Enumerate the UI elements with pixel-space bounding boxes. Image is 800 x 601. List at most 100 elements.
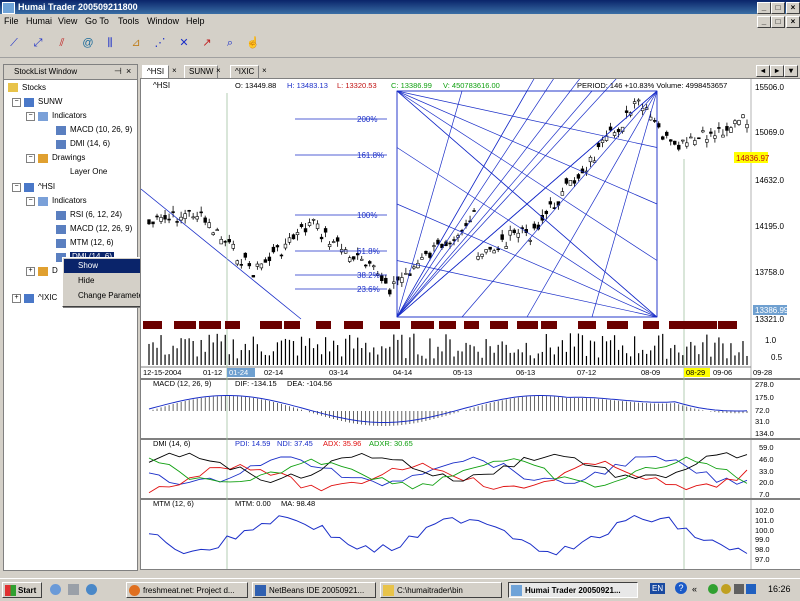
tab-sunw[interactable]: SUNW [184, 65, 219, 78]
tray-speaker-icon[interactable] [746, 584, 756, 594]
tree-item-sunw[interactable]: SUNW [38, 97, 63, 106]
tab-close-icon[interactable]: × [172, 66, 177, 75]
at-symbol-icon[interactable]: @ [82, 37, 94, 49]
language-indicator[interactable]: EN [650, 583, 666, 594]
media-icon[interactable] [86, 584, 97, 595]
date-label: 03-14 [329, 368, 348, 377]
tree-item-layer-one[interactable]: Layer One [70, 167, 108, 176]
tree-root-stocks[interactable]: Stocks [22, 83, 47, 92]
taskbar-item-firefox[interactable]: freshmeat.net: Project d... [126, 582, 248, 598]
expander-sunw[interactable]: − [12, 98, 21, 107]
expander-sunw-indicators[interactable]: − [26, 112, 35, 121]
draw-channel-icon[interactable]: ⫽ [59, 37, 65, 49]
expander-sunw-drawings[interactable]: − [26, 154, 35, 163]
menu-window[interactable]: Window [147, 16, 180, 26]
tree-item-drawings[interactable]: Drawings [52, 153, 86, 162]
candle-body [500, 234, 504, 240]
tray-monitor-icon[interactable] [734, 584, 744, 594]
tab-close-icon[interactable]: × [216, 66, 221, 75]
tree-item-hsi-rsi[interactable]: RSI (6, 12, 24) [70, 210, 123, 219]
tab-list-button[interactable]: ▾ [784, 65, 798, 77]
dmi-axis-label: 33.0 [759, 467, 774, 476]
pointer-icon[interactable]: ☝ [246, 37, 260, 49]
context-menu-change-parameters[interactable]: Change Parameters [78, 291, 150, 300]
tray-network-icon[interactable] [708, 584, 718, 594]
tab-hsi[interactable]: ^HSI [142, 65, 170, 78]
close-button[interactable]: × [786, 2, 800, 14]
taskbar-item-netbeans[interactable]: NetBeans IDE 20050921... [252, 582, 376, 598]
tab-scroll-left-button[interactable]: ◂ [756, 65, 770, 77]
mtm-axis-label: 102.0 [755, 506, 774, 515]
menu-goto[interactable]: Go To [85, 16, 109, 26]
start-button[interactable]: Start [2, 582, 42, 598]
menu-view[interactable]: View [58, 16, 78, 26]
tree-item-hsi-mtm[interactable]: MTM (12, 6) [70, 238, 114, 247]
tree-item-hsi-macd[interactable]: MACD (12, 26, 9) [70, 224, 133, 233]
minimize-button[interactable]: _ [757, 2, 771, 14]
tree-item-sunw-dmi[interactable]: DMI (14, 6) [70, 139, 111, 148]
tree-item-hsi-drawings[interactable]: D [52, 266, 58, 275]
tree-item-hsi[interactable]: ^HSI [38, 182, 56, 191]
candle-body [331, 241, 336, 243]
draw-line-icon[interactable]: ⟋ [10, 37, 18, 49]
gann-fan-icon[interactable]: ⋰ [154, 37, 166, 49]
desktop-icon[interactable] [68, 584, 79, 595]
candle-body [235, 260, 239, 265]
candle-body [528, 240, 532, 242]
chart-area[interactable]: ^HSI O: 13449.88 H: 13483.13 L: 13320.53… [140, 78, 800, 570]
zoom-icon[interactable]: ⌕ [226, 37, 234, 49]
event-marker [490, 321, 508, 329]
candle-body [223, 240, 227, 243]
tray-arrow-icon[interactable]: « [692, 584, 698, 594]
context-menu-hide[interactable]: Hide [78, 276, 95, 285]
macd-axis-label: 134.0 [755, 429, 774, 438]
tree-item-hsi-indicators[interactable]: Indicators [52, 196, 87, 205]
candle-body [372, 265, 376, 268]
candle-body [516, 232, 520, 238]
tree-item-sunw-macd[interactable]: MACD (10, 26, 9) [70, 125, 133, 134]
tree-item-hsi-dmi-selected[interactable]: DMI (14, 6) [70, 252, 115, 261]
expander-hsi[interactable]: − [12, 183, 21, 192]
stock-icon [24, 294, 34, 303]
candle-body [179, 216, 183, 221]
chart-canvas[interactable]: ^HSI O: 13449.88 H: 13483.13 L: 13320.53… [141, 79, 800, 569]
candle-body [263, 259, 268, 263]
tab-ixic[interactable]: ^IXIC [230, 65, 260, 78]
tree-item-ixic[interactable]: ^IXIC [38, 293, 58, 302]
tray-app-icon[interactable] [721, 584, 731, 594]
stocklist-header: StockList Window ⊣ × [4, 65, 137, 80]
help-icon[interactable]: ? [675, 582, 687, 594]
tree-item-indicators[interactable]: Indicators [52, 111, 87, 120]
arrow-icon[interactable]: ↗ [202, 37, 212, 49]
tab-scroll-right-button[interactable]: ▸ [770, 65, 784, 77]
candle-body [432, 245, 436, 247]
candle-body [231, 243, 235, 249]
menu-tools[interactable]: Tools [118, 16, 140, 26]
macd-axis-label: 278.0 [755, 380, 774, 389]
expander-hsi-drawings[interactable]: + [26, 267, 35, 276]
gann-line [396, 147, 658, 318]
fibonacci-icon[interactable]: ⊿ [131, 37, 141, 49]
menu-file[interactable]: File [4, 16, 19, 26]
draw-ray-icon[interactable]: ⤢ [33, 37, 43, 49]
taskbar-item-explorer[interactable]: C:\humaitrader\bin [380, 582, 502, 598]
mdi-close-button[interactable]: × [786, 16, 800, 28]
mdi-restore-button[interactable]: □ [771, 16, 785, 28]
panel-close-icon[interactable]: × [126, 66, 132, 76]
bars-icon[interactable]: ⫼ [107, 37, 113, 49]
event-marker [380, 321, 400, 329]
expander-hsi-indicators[interactable]: − [26, 197, 35, 206]
candle-body [604, 135, 609, 141]
expander-ixic[interactable]: + [12, 294, 21, 303]
menu-help[interactable]: Help [186, 16, 205, 26]
gann-line [396, 90, 463, 318]
ie-icon[interactable] [50, 584, 61, 595]
panel-pin-icon[interactable]: ⊣ [114, 66, 122, 76]
cross-icon[interactable]: ✕ [179, 37, 189, 49]
tab-close-icon[interactable]: × [262, 66, 267, 75]
taskbar-item-humai[interactable]: Humai Trader 20050921... [508, 582, 638, 598]
trend-line [141, 188, 302, 320]
mdi-minimize-button[interactable]: _ [757, 16, 771, 28]
maximize-button[interactable]: □ [771, 2, 785, 14]
menu-humai[interactable]: Humai [26, 16, 53, 26]
